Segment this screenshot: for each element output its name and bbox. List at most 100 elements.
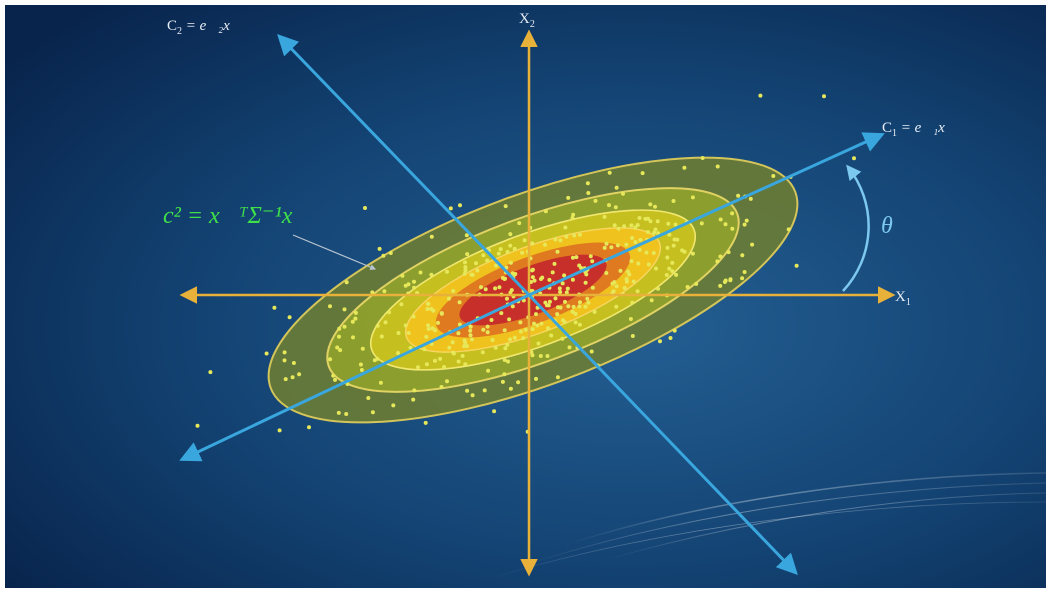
sample-point	[507, 317, 512, 322]
sample-point	[412, 388, 417, 393]
sample-point	[468, 333, 473, 338]
sample-point	[645, 230, 650, 234]
sample-point	[674, 272, 679, 277]
decorative-swoosh	[484, 472, 1046, 581]
sample-point	[470, 337, 474, 342]
sample-point	[666, 221, 671, 226]
sample-point	[445, 269, 449, 274]
sample-point	[399, 302, 404, 307]
sample-point	[396, 331, 401, 335]
sample-point	[740, 253, 745, 258]
sample-point	[448, 206, 453, 211]
sample-point	[560, 336, 565, 341]
sample-point	[360, 346, 365, 351]
sample-point	[630, 334, 635, 338]
sample-point	[426, 327, 431, 331]
sample-point	[447, 345, 452, 350]
sample-point	[610, 281, 615, 286]
sample-point	[592, 309, 597, 314]
sample-point	[715, 164, 720, 169]
sample-point	[564, 234, 569, 239]
sample-point	[523, 327, 528, 332]
sample-point	[426, 323, 431, 328]
sample-point	[502, 328, 507, 333]
sample-point	[667, 232, 672, 237]
sample-point	[583, 280, 588, 285]
sample-point	[612, 223, 617, 228]
sample-point	[463, 362, 468, 367]
sample-point	[588, 254, 593, 259]
sample-point	[457, 300, 462, 305]
sample-point	[479, 285, 483, 290]
sample-point	[297, 372, 302, 377]
sample-point	[530, 353, 535, 358]
sample-point	[665, 245, 670, 250]
sample-point	[590, 285, 595, 290]
sample-point	[377, 246, 382, 251]
sample-point	[450, 340, 455, 345]
sample-point	[336, 410, 341, 415]
sample-point	[607, 203, 611, 208]
sample-point	[539, 277, 543, 281]
sample-point	[564, 290, 569, 295]
sample-point	[628, 317, 633, 321]
sample-point	[430, 326, 435, 331]
sample-point	[439, 311, 444, 316]
sample-point	[337, 334, 341, 339]
sample-point	[460, 353, 465, 358]
sample-point	[458, 203, 462, 208]
sample-point	[633, 240, 638, 245]
sample-point	[438, 356, 443, 361]
sample-point	[496, 251, 501, 256]
sample-point	[571, 212, 576, 217]
sample-point	[744, 218, 749, 223]
sample-point	[456, 359, 461, 364]
sample-point	[646, 216, 650, 221]
sample-point	[439, 385, 444, 389]
sample-point	[615, 243, 620, 248]
x2-axis-label: X2	[519, 11, 535, 30]
sample-point	[718, 254, 723, 259]
sample-point	[530, 275, 535, 280]
sample-point	[337, 326, 342, 331]
sample-point	[635, 223, 640, 227]
sample-point	[629, 259, 634, 264]
sample-point	[353, 310, 358, 315]
sample-point	[475, 268, 480, 273]
sample-point	[350, 319, 355, 324]
sample-point	[530, 241, 535, 246]
sample-point	[553, 296, 558, 301]
sample-point	[328, 357, 333, 362]
sample-point	[545, 354, 550, 358]
sample-point	[408, 345, 413, 350]
sample-point	[375, 356, 380, 361]
sample-point	[699, 221, 704, 226]
sample-point	[411, 397, 416, 402]
sample-point	[436, 320, 440, 325]
sample-point	[656, 286, 660, 291]
sample-point	[571, 304, 576, 309]
sample-point	[573, 311, 578, 316]
sample-point	[555, 249, 560, 254]
sample-point	[379, 334, 384, 339]
sample-point	[363, 206, 367, 210]
sample-point	[748, 196, 753, 201]
sample-point	[282, 350, 287, 355]
sample-point	[508, 260, 513, 265]
sample-point	[549, 333, 554, 338]
sample-point	[543, 242, 547, 247]
sample-point	[505, 250, 510, 254]
sample-point	[555, 312, 560, 317]
sample-point	[505, 342, 510, 347]
sample-point	[382, 289, 387, 294]
sample-point	[627, 272, 632, 277]
sample-point	[653, 204, 657, 209]
sample-point	[690, 251, 695, 256]
sample-point	[530, 268, 535, 273]
sample-point	[742, 270, 747, 274]
theta-label: θ	[881, 213, 893, 239]
sample-point	[685, 285, 690, 289]
mahalanobis-formula: c² = x⃗ᵀΣ⁻¹x⃗	[163, 203, 311, 229]
sample-point	[555, 375, 560, 380]
sample-point	[558, 238, 563, 243]
